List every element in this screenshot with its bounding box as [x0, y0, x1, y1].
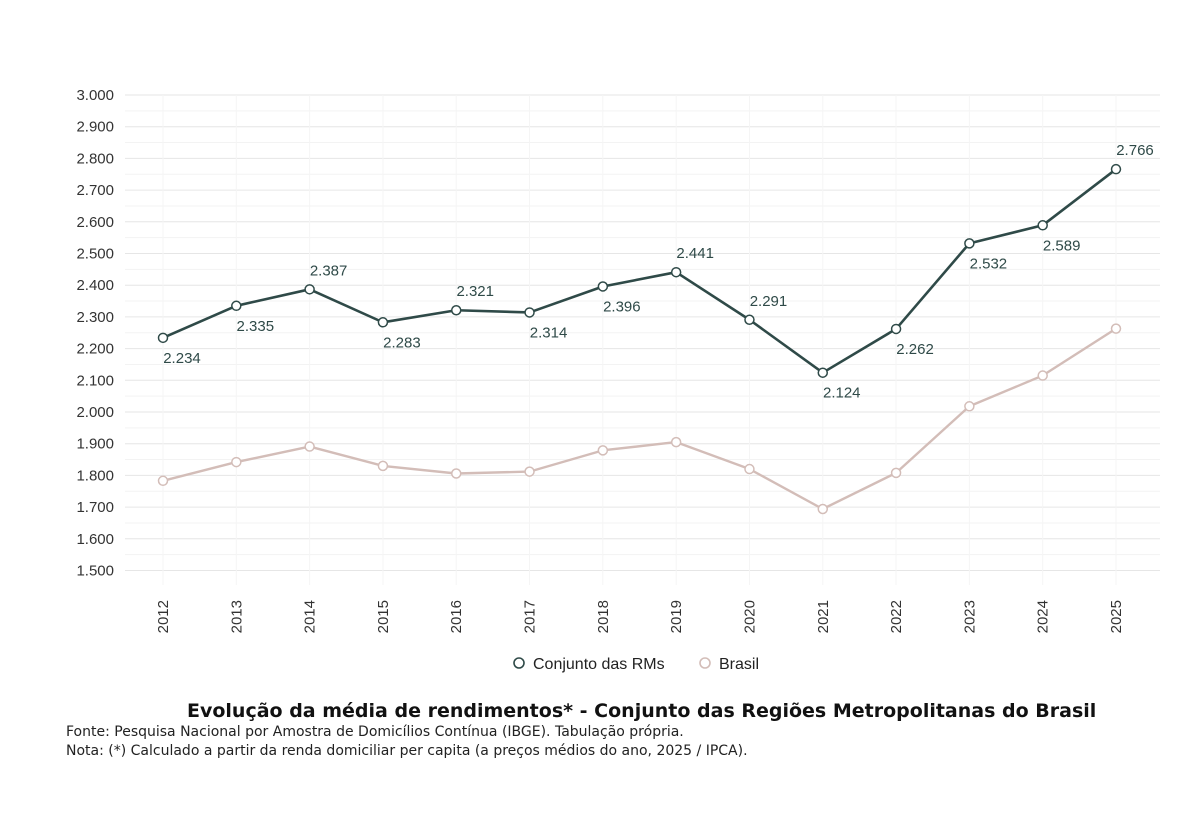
- legend-label-brasil: Brasil: [719, 656, 759, 673]
- footnote: Nota: (*) Calculado a partir da renda do…: [66, 743, 748, 759]
- point-conjunto: [450, 304, 462, 316]
- point-brasil: [1037, 370, 1048, 381]
- x-tick-label: 2021: [815, 600, 832, 633]
- y-tick-label: 2.000: [76, 404, 114, 421]
- point-conjunto: [597, 281, 609, 292]
- x-tick-label: 2020: [741, 600, 758, 633]
- point-brasil: [964, 401, 975, 412]
- y-tick-label: 1.800: [76, 467, 114, 484]
- point-brasil: [1110, 323, 1122, 334]
- data-label: 2.262: [896, 341, 934, 358]
- x-tick-label: 2016: [448, 600, 465, 633]
- data-label: 2.283: [383, 334, 421, 351]
- data-label: 2.589: [1043, 237, 1081, 254]
- x-tick-label: 2024: [1035, 600, 1052, 633]
- y-tick-label: 2.800: [76, 150, 114, 167]
- y-tick-label: 1.600: [76, 531, 114, 548]
- point-brasil: [524, 466, 535, 477]
- data-label: 2.124: [823, 385, 861, 402]
- series-line-conjunto: [162, 168, 1117, 374]
- y-tick-label: 2.400: [76, 277, 114, 294]
- y-tick-label: 2.100: [76, 372, 114, 389]
- grid-lines: [125, 94, 1160, 585]
- y-tick-label: 1.500: [76, 563, 114, 580]
- point-conjunto: [304, 284, 315, 295]
- point-brasil: [597, 445, 609, 456]
- x-tick-label: 2012: [155, 600, 172, 633]
- x-tick-label: 2018: [595, 600, 612, 633]
- y-tick-label: 1.700: [76, 499, 114, 516]
- data-label: 2.532: [970, 255, 1008, 272]
- point-conjunto: [377, 317, 389, 328]
- point-conjunto: [1110, 163, 1122, 175]
- x-tick-label: 2019: [668, 600, 685, 633]
- point-brasil: [231, 456, 242, 468]
- point-conjunto: [890, 323, 902, 335]
- legend-marker-conjunto: [513, 657, 525, 669]
- point-brasil: [157, 475, 169, 487]
- x-tick-label: 2013: [228, 600, 245, 633]
- x-tick-label: 2014: [302, 600, 319, 633]
- y-tick-label: 2.700: [76, 182, 114, 199]
- point-conjunto: [524, 307, 535, 318]
- y-axis: 1.500 1.600 1.700 1.800 1.900 2.000 2.100 2.200…: [76, 87, 114, 580]
- point-conjunto: [157, 332, 169, 344]
- point-brasil: [744, 463, 755, 475]
- point-brasil: [670, 436, 682, 448]
- series-line-brasil: [162, 327, 1117, 511]
- data-label: 2.234: [163, 350, 201, 367]
- y-tick-label: 1.900: [76, 436, 114, 453]
- data-label: 2.314: [530, 324, 568, 341]
- y-tick-label: 2.900: [76, 119, 114, 136]
- point-conjunto: [231, 300, 242, 312]
- legend-label-conjunto: Conjunto das RMs: [533, 656, 665, 673]
- x-tick-label: 2022: [888, 600, 905, 633]
- source-note: Fonte: Pesquisa Nacional por Amostra de …: [66, 724, 684, 740]
- data-label: 2.321: [456, 283, 494, 300]
- legend: Conjunto das RMs Brasil: [513, 656, 759, 673]
- legend-marker-brasil: [699, 657, 711, 669]
- x-axis: 2012 2013 2014 2015 2016 2017 2018 2019 2020 2021…: [155, 600, 1125, 633]
- y-tick-label: 2.200: [76, 341, 114, 358]
- data-label: 2.387: [310, 262, 348, 279]
- point-brasil: [890, 467, 902, 479]
- point-conjunto: [670, 266, 682, 278]
- data-label: 2.396: [603, 298, 641, 315]
- data-labels: 2.234 2.335 2.387 2.283 2.321 2.314 2.396 2.441…: [163, 142, 1154, 402]
- point-conjunto: [817, 367, 829, 378]
- data-label: 2.441: [676, 245, 714, 262]
- x-tick-label: 2023: [961, 600, 978, 633]
- point-brasil: [304, 441, 315, 452]
- y-tick-label: 2.500: [76, 246, 114, 263]
- series-layer: [157, 163, 1122, 515]
- y-tick-label: 2.600: [76, 214, 114, 231]
- data-label: 2.766: [1116, 142, 1154, 159]
- data-label: 2.291: [750, 293, 788, 310]
- x-tick-label: 2015: [375, 600, 392, 633]
- x-tick-label: 2025: [1108, 600, 1125, 633]
- y-tick-label: 3.000: [76, 87, 114, 104]
- data-label: 2.335: [237, 318, 275, 335]
- x-tick-label: 2017: [522, 600, 539, 633]
- chart-title: Evolução da média de rendimentos* - Conj…: [187, 700, 1097, 722]
- point-conjunto: [744, 314, 755, 326]
- y-tick-label: 2.300: [76, 309, 114, 326]
- line-chart: 1.500 1.600 1.700 1.800 1.900 2.000 2.100 2.200…: [76, 87, 1160, 673]
- point-brasil: [450, 468, 462, 479]
- chart-area: 1.500 1.600 1.700 1.800 1.900 2.000 2.100 2.200…: [76, 87, 1160, 673]
- point-brasil: [817, 503, 829, 515]
- point-conjunto: [964, 238, 975, 249]
- point-conjunto: [1037, 220, 1048, 231]
- point-brasil: [377, 460, 389, 472]
- chart-caption: Evolução da média de rendimentos* - Conj…: [66, 700, 1166, 761]
